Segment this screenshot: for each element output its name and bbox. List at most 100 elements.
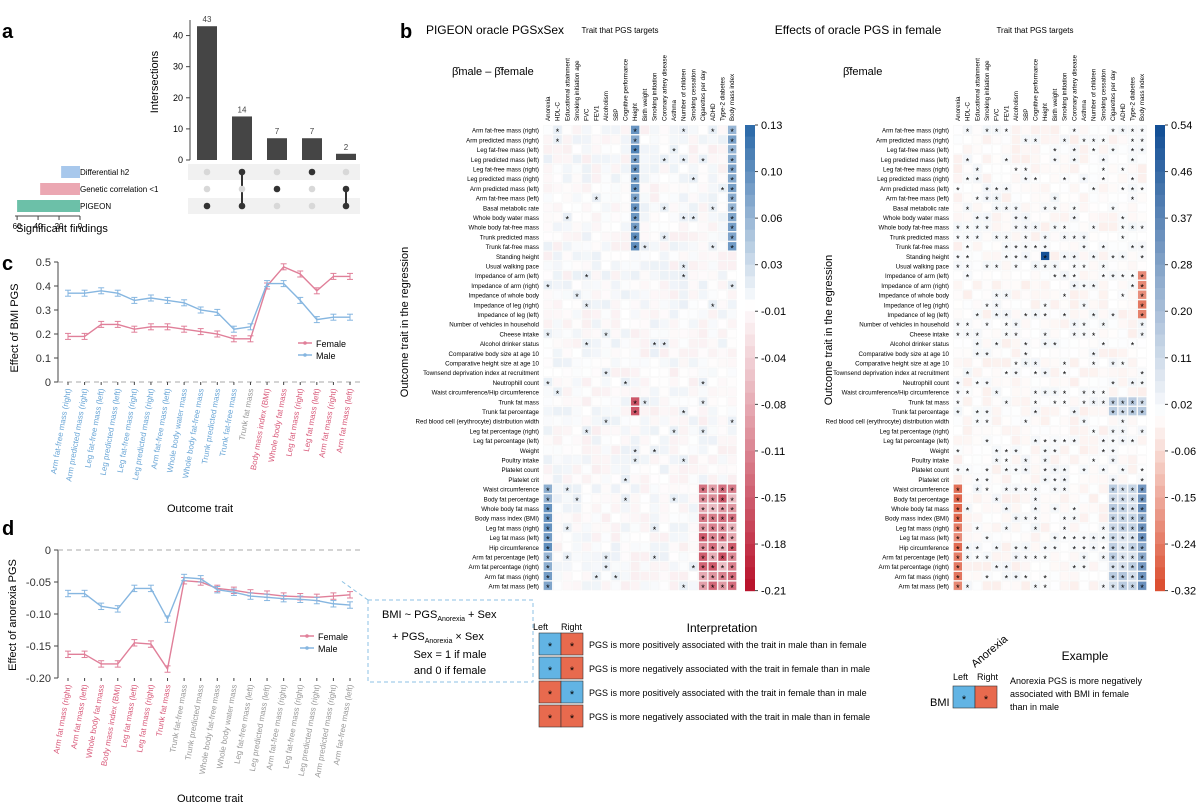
heat-right-cell-star: * <box>985 195 989 205</box>
heat-left-cell <box>553 202 563 213</box>
heat-right-cell <box>1098 164 1108 174</box>
heat-right-cell <box>1040 445 1050 455</box>
heat-right-cell <box>1089 503 1099 513</box>
heat-right-cell <box>963 222 973 232</box>
heat-left-cell <box>553 261 563 271</box>
heat-right-cell <box>1001 125 1011 135</box>
heat-right-colorbar-segment <box>1155 194 1165 208</box>
heat-right-cell <box>1021 455 1031 465</box>
heat-left-cell <box>591 377 601 387</box>
heat-left-cell <box>727 358 737 368</box>
heat-right-cell <box>1030 261 1040 271</box>
heat-right-cell-star: * <box>1014 244 1018 254</box>
heat-right-cell <box>972 387 982 397</box>
heat-right-cell <box>1021 435 1031 445</box>
heat-right-cell <box>1030 484 1040 494</box>
heat-right-cell <box>1108 251 1118 261</box>
heat-left-cell <box>708 552 718 562</box>
heat-left-cell <box>650 280 660 290</box>
heat-right-cell-star: * <box>1024 573 1028 583</box>
heat-left-cell <box>630 464 640 474</box>
heat-left-cell <box>708 532 718 542</box>
chart-d-ylabel: Effect of anorexia PGS <box>7 559 19 671</box>
heat-left-cell <box>698 532 708 542</box>
heat-right-cell-star: * <box>1140 312 1144 322</box>
heat-right-cell <box>1069 144 1079 154</box>
heat-right-cell <box>1127 445 1137 455</box>
heat-right-cell <box>1108 329 1118 339</box>
heat-right-cell <box>1011 125 1021 135</box>
heat-right-cell <box>1118 571 1128 581</box>
heat-right-cell-star: * <box>956 554 960 564</box>
heat-left-cell <box>679 435 689 445</box>
heat-right-colorbar-label: 0.46 <box>1171 167 1192 179</box>
heat-left-cell <box>543 367 553 377</box>
heat-right-cell <box>982 426 992 436</box>
heat-right-cell <box>1127 319 1137 329</box>
heat-left-cell <box>630 299 640 310</box>
interpretation-star: * <box>570 713 575 725</box>
heat-left-cell <box>582 309 592 319</box>
heat-left-cell-star: * <box>633 409 637 419</box>
heat-right-cell-star: * <box>1131 399 1135 409</box>
heat-right-cell-star: * <box>1063 253 1067 263</box>
heat-right-cell <box>1127 571 1137 581</box>
heat-right-cell <box>1098 154 1108 164</box>
heat-left-cell <box>553 484 563 494</box>
heat-right-cell <box>1021 319 1031 329</box>
heat-left-col-label: SBP <box>613 109 620 121</box>
heat-left-cell <box>601 309 611 319</box>
heat-left-cell-star: * <box>546 506 550 516</box>
heat-right-cell <box>982 561 992 571</box>
heat-left-cell <box>650 426 660 436</box>
heat-right-cell <box>1108 523 1118 533</box>
heat-left-cell <box>543 561 553 571</box>
heat-left-cell <box>630 426 640 436</box>
heat-left-cell <box>659 445 669 455</box>
heat-left-cell <box>562 561 572 571</box>
heat-left-cell <box>640 493 650 504</box>
heat-left-cell <box>679 290 689 300</box>
heat-left-cell <box>659 455 669 465</box>
heat-right-cell <box>1021 183 1031 193</box>
heat-left-cell <box>591 173 601 183</box>
heat-left-cell <box>708 154 718 164</box>
heat-right-cell <box>1050 125 1060 135</box>
heat-left-cell <box>553 154 563 164</box>
heat-left-cell <box>688 222 698 232</box>
heat-right-cell <box>1069 134 1079 145</box>
upset-y-tick-label: 40 <box>173 31 183 41</box>
heat-left-cell <box>572 202 582 213</box>
heat-right-cell <box>1001 493 1011 504</box>
heat-right-cell <box>1089 134 1099 145</box>
heat-right-cell <box>953 280 963 290</box>
heat-right-cell-star: * <box>995 389 999 399</box>
chart-c-x-tick-label: Arm fat mass (left) <box>335 387 355 453</box>
heat-left-cell <box>582 173 592 183</box>
heat-right-cell <box>1079 309 1089 319</box>
heat-right-cell <box>1098 464 1108 474</box>
heat-left-cell-star: * <box>653 341 657 351</box>
heat-left-cell <box>572 474 582 484</box>
heat-right-cell <box>953 173 963 183</box>
heat-left-cell <box>601 426 611 436</box>
upset-combo-dot <box>273 202 281 210</box>
heat-right-cell <box>963 348 973 358</box>
heat-right-cell-star: * <box>1053 341 1057 351</box>
heat-left-cell <box>679 241 689 251</box>
heat-left-cell <box>601 212 611 222</box>
heat-left-cell <box>572 261 582 271</box>
heat-right-cell-star: * <box>1131 564 1135 574</box>
heat-right-cell <box>992 193 1002 203</box>
heat-left-colorbar-segment <box>745 474 755 487</box>
heat-left-cell <box>717 406 727 416</box>
heat-left-row-label: Whole body water mass <box>473 215 539 222</box>
heat-right-cell-star: * <box>1024 350 1028 360</box>
heat-left-cell <box>591 367 601 377</box>
heat-right-cell <box>1001 513 1011 523</box>
heat-left-cell <box>717 193 727 203</box>
heat-left-cell <box>708 435 718 445</box>
heat-right-cell <box>1118 270 1128 280</box>
chart-d-legend-dot <box>305 634 309 638</box>
heat-right-cell <box>1108 241 1118 251</box>
